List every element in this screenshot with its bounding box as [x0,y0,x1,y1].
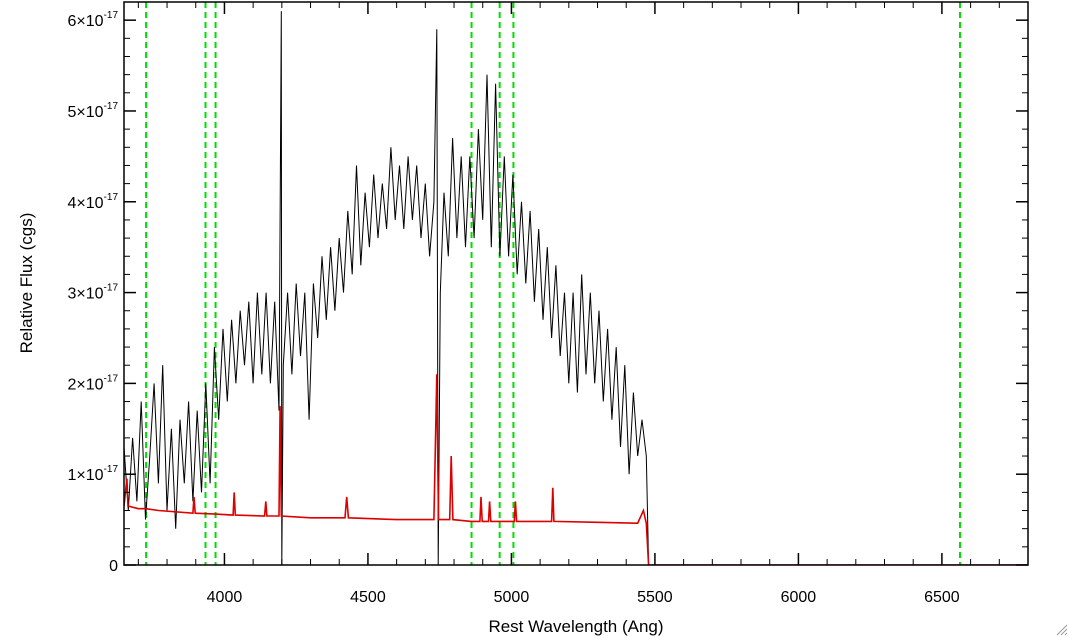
y-tick-label-2: 2×10-17 [68,373,119,393]
x-tick-label-0: 4000 [207,589,243,606]
series-line-1 [124,374,1028,565]
spectrum-series [124,11,1028,565]
series-line-0 [124,11,650,565]
x-tick-label-5: 6500 [924,589,960,606]
emission-line-markers [145,2,961,565]
x-axis-title: Rest Wavelength (Ang) [488,617,663,636]
x-tick-label-1: 4500 [350,589,386,606]
y-tick-label-1: 1×10-17 [68,464,119,484]
y-tick-label-0: 0 [109,558,118,575]
x-tick-label-4: 6000 [781,589,817,606]
x-tick-labels: 4000 4500 5000 5500 6000 6500 [207,589,960,606]
axis-ticks [124,2,1029,566]
x-tick-label-3: 5500 [637,589,673,606]
resize-grip-icon[interactable] [1054,622,1068,636]
y-tick-label-5: 5×10-17 [68,101,119,121]
x-tick-label-2: 5000 [494,589,530,606]
y-tick-label-4: 4×10-17 [68,192,119,212]
y-tick-label-6: 6×10-17 [68,10,119,30]
y-tick-labels: 0 1×10-17 2×10-17 3×10-17 4×10-17 5×10-17 6×10… [68,10,119,575]
y-tick-label-3: 3×10-17 [68,283,119,303]
y-axis-title: Relative Flux (cgs) [17,213,36,354]
plot-frame [123,1,1029,566]
